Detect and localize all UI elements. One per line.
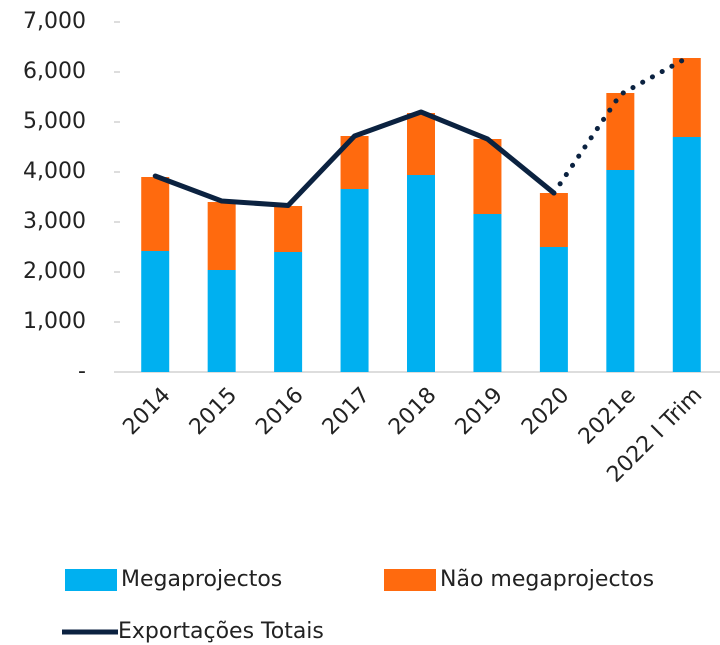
bar-segment <box>539 247 568 372</box>
bar-segment <box>207 270 236 372</box>
legend-label: Megaprojectos <box>121 567 282 592</box>
y-tick-label: 1,000 <box>23 309 86 334</box>
bar-segment <box>340 189 369 372</box>
bar-segment <box>141 177 170 251</box>
y-tick-label: - <box>78 359 86 384</box>
legend-swatch <box>384 569 436 591</box>
bar-segment <box>274 206 303 252</box>
bar-segment <box>407 175 435 372</box>
x-tick-label: 2017 <box>318 383 375 440</box>
bar-segment <box>274 252 303 372</box>
bar-segment <box>407 113 435 175</box>
x-tick-label: 2018 <box>384 383 441 440</box>
x-tick-label: 2019 <box>451 383 508 440</box>
legend-label: Exportações Totais <box>118 619 324 644</box>
bar-segment <box>207 202 236 270</box>
legend-swatch <box>65 569 117 591</box>
line-actual <box>152 109 557 208</box>
y-tick-label: 5,000 <box>23 109 86 134</box>
bar-segment <box>672 137 701 372</box>
legend-label: Não megaprojectos <box>440 567 654 592</box>
y-tick-label: 6,000 <box>23 59 86 84</box>
y-tick-label: 4,000 <box>23 159 86 184</box>
bar-segment <box>539 193 568 247</box>
bar-segment <box>672 58 701 137</box>
x-tick-label: 2014 <box>118 383 175 440</box>
y-tick-label: 3,000 <box>23 209 86 234</box>
bar-segment <box>606 93 635 170</box>
y-tick-label: 2,000 <box>23 259 86 284</box>
bar-segment <box>473 214 502 372</box>
x-tick-label: 2021e <box>574 383 641 450</box>
x-tick-label: 2020 <box>517 383 574 440</box>
y-tick-label: 7,000 <box>23 9 86 34</box>
bar-segment <box>473 139 502 214</box>
bar-segment <box>606 170 635 372</box>
bar-segment <box>141 251 170 372</box>
x-tick-label: 2016 <box>251 383 308 440</box>
x-tick-label: 2015 <box>185 383 242 440</box>
